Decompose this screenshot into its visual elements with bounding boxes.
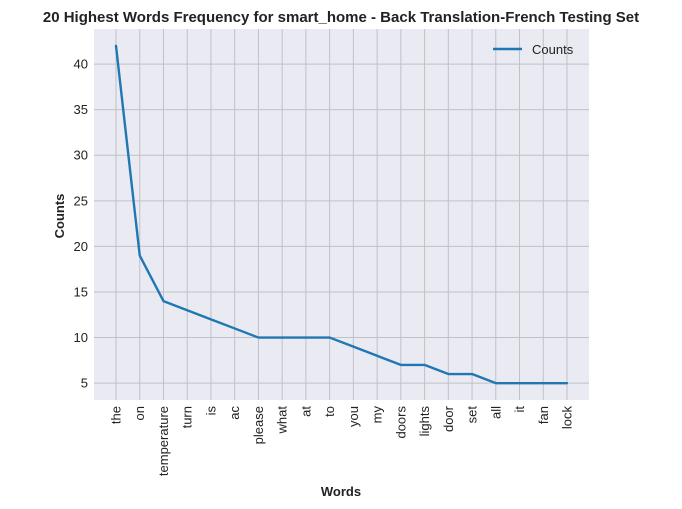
series-line-counts: [114, 44, 569, 385]
x-tick-label: lights: [417, 406, 432, 437]
y-tick-label: 10: [74, 330, 88, 345]
x-axis-label: Words: [321, 484, 361, 499]
x-tick-label: fan: [536, 406, 551, 424]
grid-lines: [94, 29, 589, 400]
legend-label-counts: Counts: [532, 42, 574, 57]
y-axis-label: Counts: [52, 194, 67, 239]
x-axis-ticks: the on temperature turn is ac please what at to yo…: [109, 405, 575, 476]
y-tick-label: 25: [74, 193, 88, 208]
chart-title: 20 Highest Words Frequency for smart_hom…: [43, 9, 639, 26]
y-tick-label: 15: [74, 284, 88, 299]
y-tick-label: 5: [81, 376, 88, 391]
x-tick-label: turn: [180, 406, 195, 428]
legend: Counts: [493, 42, 574, 57]
x-tick-label: doors: [393, 406, 408, 439]
x-tick-label: it: [512, 406, 527, 413]
x-tick-label: what: [275, 406, 290, 435]
y-tick-label: 40: [74, 57, 88, 72]
x-tick-label: the: [109, 406, 124, 424]
x-tick-label: is: [203, 406, 218, 416]
x-tick-label: ac: [227, 406, 242, 420]
x-tick-label: please: [251, 406, 266, 444]
plot-area: [94, 29, 589, 400]
x-tick-label: all: [488, 406, 503, 419]
y-tick-label: 20: [74, 239, 88, 254]
x-tick-label: to: [322, 406, 337, 417]
x-tick-label: on: [132, 406, 147, 420]
x-tick-label: my: [370, 406, 385, 424]
x-tick-label: lock: [560, 406, 575, 430]
x-tick-label: door: [441, 405, 456, 432]
x-tick-label: temperature: [156, 406, 171, 476]
x-tick-label: set: [465, 406, 480, 424]
y-axis-ticks: 5 10 15 20 25 30 35 40: [74, 57, 88, 391]
y-tick-label: 30: [74, 148, 88, 163]
y-tick-label: 35: [74, 102, 88, 117]
x-tick-label: at: [298, 406, 313, 417]
x-tick-label: you: [346, 406, 361, 427]
